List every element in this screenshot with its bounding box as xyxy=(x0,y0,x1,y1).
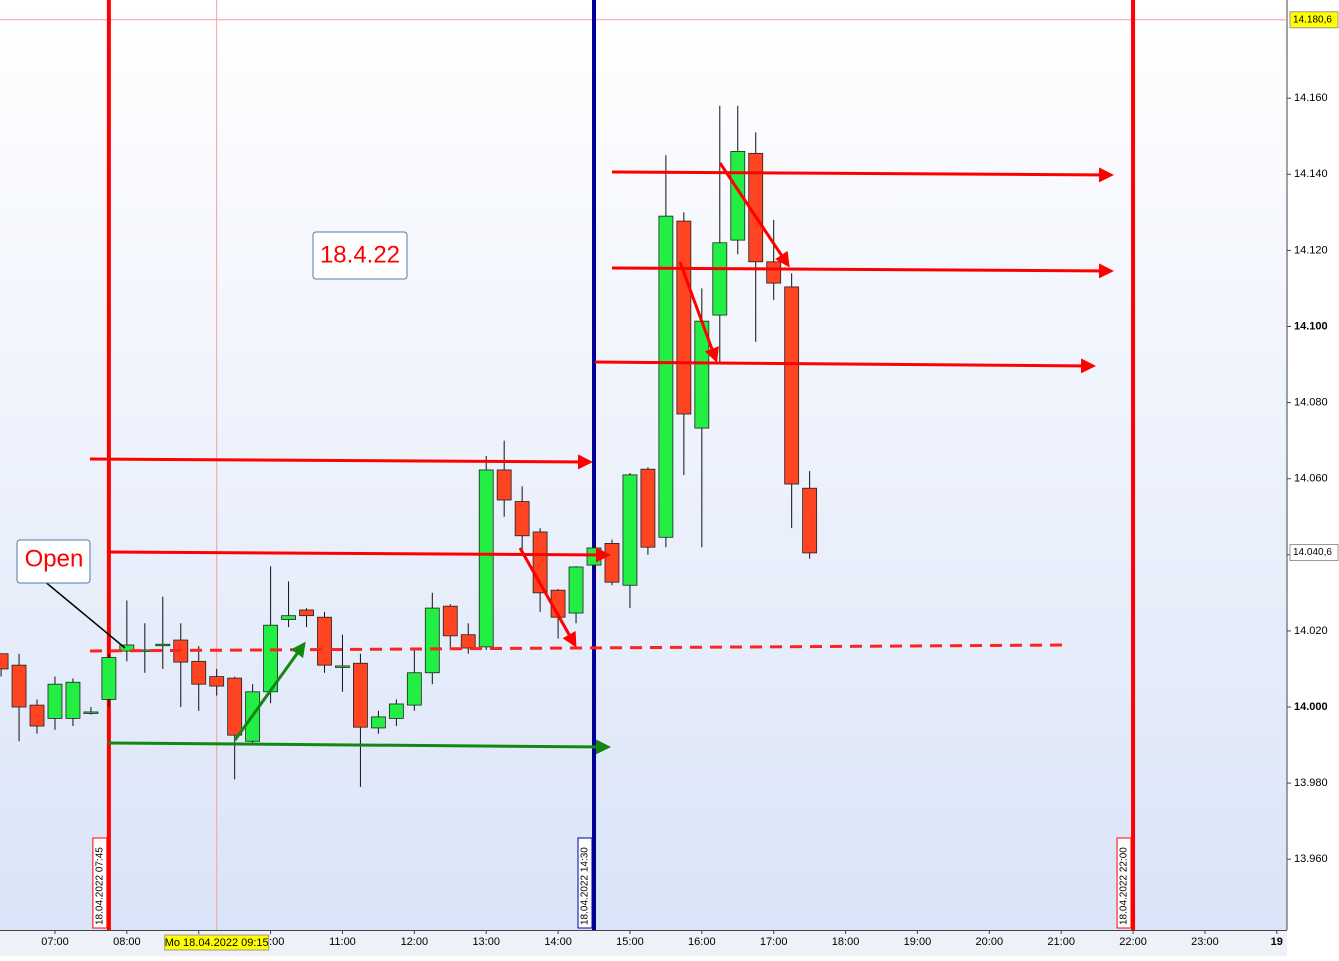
candle-body xyxy=(712,242,728,316)
y-tick-label: 13.980 xyxy=(1294,777,1328,789)
open-level xyxy=(89,643,1066,653)
annotation-text: 18.4.22 xyxy=(320,241,400,268)
session-label: 18.04.2022 14:30 xyxy=(577,837,593,929)
last-price-label: 14.040,6 xyxy=(1293,547,1332,558)
candles xyxy=(0,105,818,787)
candle-body xyxy=(65,681,81,719)
x-tick-label: 17:00 xyxy=(760,936,788,948)
candle-body xyxy=(568,566,584,614)
candle-body xyxy=(442,605,458,637)
session-label-box xyxy=(1116,837,1132,929)
candle-body xyxy=(604,542,620,583)
candle-body xyxy=(29,704,45,727)
last-price-box xyxy=(1289,544,1339,562)
candle-body xyxy=(119,644,135,652)
x-tick-label: 08:00 xyxy=(113,936,141,948)
crosshair-y-label: 14.180,6 xyxy=(1293,14,1332,25)
y-tick-label: 14.160 xyxy=(1294,92,1328,104)
arrow xyxy=(678,261,719,363)
session-label: 18.04.2022 07:45 xyxy=(92,837,108,929)
x-tick-label: 11:00 xyxy=(329,936,356,948)
y-tick-label: 14.100 xyxy=(1294,320,1328,332)
candle-body xyxy=(47,683,63,719)
candle-body xyxy=(478,469,494,648)
y-tick-label: 14.020 xyxy=(1294,625,1328,637)
candle-body xyxy=(335,665,350,668)
candle-body xyxy=(496,469,512,501)
candle-body xyxy=(0,653,9,670)
crosshair-x-label: Mo 18.04.2022 09:15 xyxy=(165,937,269,949)
candle-body xyxy=(101,657,117,700)
candle-body xyxy=(209,676,225,687)
candle-body xyxy=(460,634,476,649)
y-tick-label: 14.000 xyxy=(1294,701,1328,713)
candle-body xyxy=(514,501,530,537)
candle-body xyxy=(676,220,692,415)
candle-body xyxy=(640,468,656,548)
x-tick-label: 21:00 xyxy=(1047,936,1075,948)
y-tick-label: 14.080 xyxy=(1294,397,1328,409)
x-tick-label: 14:00 xyxy=(544,936,572,948)
candle-body xyxy=(586,547,602,566)
reference-lines xyxy=(0,0,1287,930)
session-label-text: 18.04.2022 07:45 xyxy=(95,847,106,925)
x-tick-label: 12:00 xyxy=(401,936,429,948)
candle-body xyxy=(299,609,314,617)
candle-body xyxy=(317,616,332,666)
annotation-box xyxy=(16,539,91,584)
session-label-box xyxy=(92,837,108,929)
candle-body xyxy=(370,716,386,729)
candle-body xyxy=(388,703,404,719)
arrow xyxy=(518,547,577,648)
candle-body xyxy=(622,474,638,586)
drawings xyxy=(18,162,1114,755)
y-tick-label: 14.120 xyxy=(1294,244,1328,256)
x-tick-label: 15:00 xyxy=(616,936,644,948)
arrow xyxy=(233,641,306,741)
x-tick-label: 19:00 xyxy=(904,936,932,948)
candle-body xyxy=(155,643,171,647)
session-label-text: 18.04.2022 14:30 xyxy=(580,847,591,925)
axes: 13.96013.98014.00014.02014.04014.06014.0… xyxy=(41,11,1339,951)
candle-body xyxy=(802,487,818,554)
y-tick-label: 14.140 xyxy=(1294,168,1328,180)
plot-background xyxy=(0,0,1287,930)
arrow xyxy=(611,263,1114,279)
session-label-box xyxy=(577,837,593,929)
candle-body xyxy=(658,215,674,538)
candle-body xyxy=(424,607,440,674)
candle-body xyxy=(83,711,99,714)
x-tick-label: 16:00 xyxy=(688,936,716,948)
x-tick-label: 13:00 xyxy=(472,936,500,948)
candle-body xyxy=(191,660,207,685)
x-tick-label: 07:00 xyxy=(41,936,69,948)
candle-body xyxy=(784,286,800,485)
candle-body xyxy=(281,615,296,620)
arrow xyxy=(107,739,611,755)
x-tick-label: 19 xyxy=(1271,936,1283,948)
x-tick-label: 22:00 xyxy=(1119,936,1147,948)
candle-body xyxy=(406,672,422,706)
annotation-text: Open xyxy=(25,545,84,572)
session-label-text: 18.04.2022 22:00 xyxy=(1119,847,1130,925)
crosshair-y-label-box xyxy=(1289,11,1339,29)
arrow xyxy=(594,358,1096,374)
x-tick-label: 23:00 xyxy=(1191,936,1219,948)
candle-body xyxy=(353,662,368,728)
y-tick-label: 14.060 xyxy=(1294,473,1328,485)
candle-body xyxy=(766,261,782,284)
x-tick-label: 20:00 xyxy=(976,936,1004,948)
annotation-box xyxy=(312,231,408,280)
session-label: 18.04.2022 22:00 xyxy=(1116,837,1132,929)
y-tick-label: 13.960 xyxy=(1294,853,1328,865)
arrow xyxy=(718,162,790,268)
y-axis-area xyxy=(1287,0,1339,956)
crosshair-x-label-box xyxy=(164,934,270,951)
candle-body xyxy=(227,677,243,736)
x-tick-label: 18:00 xyxy=(832,936,860,948)
arrow xyxy=(89,454,593,470)
candle-body xyxy=(11,664,27,708)
arrow xyxy=(611,167,1114,183)
